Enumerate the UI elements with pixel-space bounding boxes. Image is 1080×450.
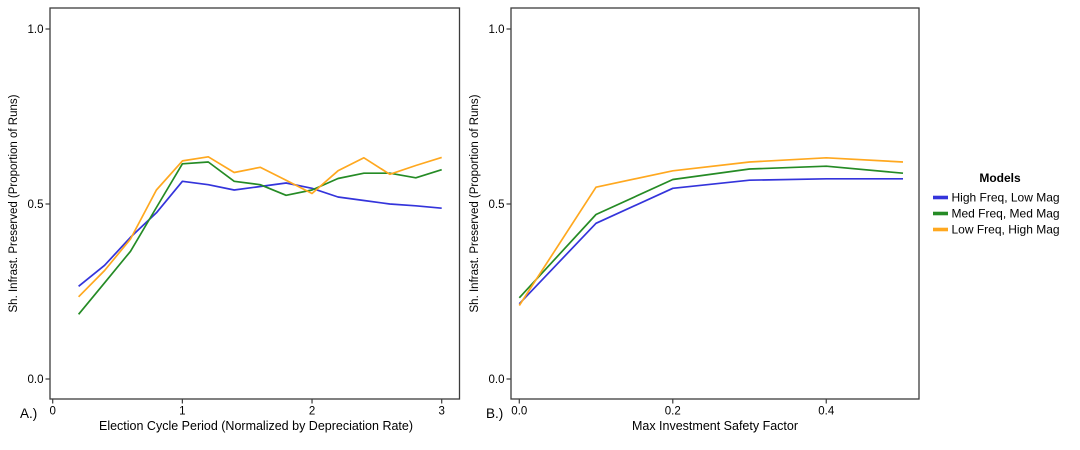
y-tick-label: 1.0 <box>489 24 505 36</box>
panel-a-series-lines <box>77 155 442 315</box>
legend-item: High Freq, Low Mag <box>933 191 1060 205</box>
y-tick-label: 0.0 <box>28 374 44 386</box>
panel-b-x-axis-title: Max Investment Safety Factor <box>632 419 798 433</box>
x-tick-label: 1 <box>179 406 185 418</box>
legend-label: Med Freq, Med Mag <box>952 207 1060 221</box>
panel-a-x-axis-title: Election Cycle Period (Normalized by Dep… <box>99 419 413 433</box>
x-tick-label: 0.0 <box>511 406 527 418</box>
series-line-high-freq-low-mag <box>78 180 442 287</box>
x-tick-label: 3 <box>438 406 444 418</box>
y-tick-label: 0.5 <box>489 199 505 211</box>
y-tick-label: 1.0 <box>28 24 44 36</box>
panel-a-border <box>49 7 461 400</box>
panel-a-ticks: 0 1 2 3 0.0 0.5 1.0 <box>28 24 445 418</box>
legend-item: Med Freq, Med Mag <box>933 207 1060 221</box>
series-line-low-freq-high-mag <box>77 155 442 298</box>
panel-a-y-axis-title: Sh. Infrast. Preserved (Proportion of Ru… <box>8 94 20 312</box>
series-line-low-freq-high-mag <box>518 156 904 306</box>
x-tick-label: 0.4 <box>818 406 835 418</box>
panel-b-series-lines <box>518 156 904 306</box>
series-line-med-freq-med-mag <box>518 165 904 299</box>
series-line-high-freq-low-mag <box>518 177 903 305</box>
panel-b-letter: B.) <box>486 406 503 421</box>
legend-item: Low Freq, High Mag <box>933 223 1060 237</box>
panel-b-ticks: 0.0 0.2 0.4 0.0 0.5 1.0 <box>489 24 835 418</box>
panel-b-border <box>510 7 920 400</box>
legend-label: Low Freq, High Mag <box>952 223 1060 237</box>
legend-title: Models <box>979 171 1021 185</box>
x-tick-label: 0 <box>49 406 55 418</box>
x-tick-label: 0.2 <box>665 406 681 418</box>
panel-b-y-axis-title: Sh. Infrast. Preserved (Proportion of Ru… <box>469 94 481 312</box>
panel-b: 0.0 0.2 0.4 0.0 0.5 1.0 Max Investment Safety… <box>469 7 920 433</box>
y-tick-label: 0.5 <box>28 199 44 211</box>
panel-a-letter: A.) <box>20 406 37 421</box>
legend: Models High Freq, Low Mag Med Freq, Med … <box>933 171 1060 237</box>
series-line-med-freq-med-mag <box>77 161 442 315</box>
x-tick-label: 2 <box>309 406 315 418</box>
panel-a: 0 1 2 3 0.0 0.5 1.0 Election Cycle Period (Nor… <box>8 7 461 433</box>
y-tick-label: 0.0 <box>489 374 505 386</box>
legend-label: High Freq, Low Mag <box>952 191 1060 205</box>
